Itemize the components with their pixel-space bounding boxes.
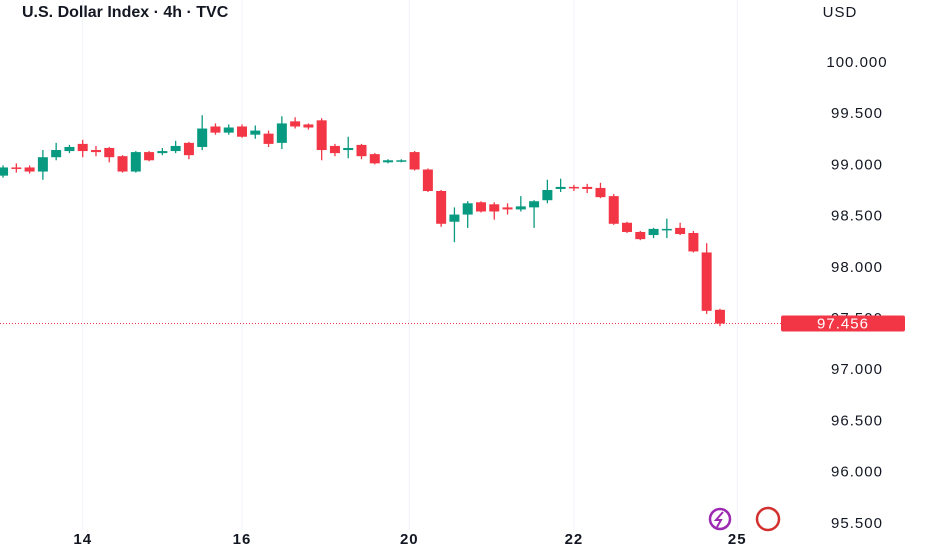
candle-body	[276, 123, 287, 143]
candle-body	[595, 187, 606, 198]
candle-body	[542, 189, 553, 201]
candle-body	[250, 130, 261, 135]
candle-body	[183, 142, 194, 156]
candle-body	[37, 157, 48, 172]
candle-body	[475, 202, 486, 212]
x-tick-label: 16	[233, 531, 252, 548]
candle-body	[515, 206, 526, 210]
candle-body	[635, 231, 646, 240]
last-price-label: 97.456	[817, 315, 869, 332]
candle-body	[648, 228, 659, 236]
candle-body	[356, 144, 367, 157]
candle-body	[64, 146, 75, 152]
candle-body	[714, 309, 725, 324]
candle-body	[144, 152, 155, 161]
candle-body	[608, 196, 619, 224]
logo-icons	[708, 506, 781, 532]
candle-body	[582, 186, 593, 189]
candle-body	[555, 186, 566, 189]
y-tick-label: 98.500	[831, 208, 883, 225]
candle-body	[104, 147, 115, 158]
grid	[82, 0, 738, 530]
candle-body	[502, 207, 513, 210]
candle-body	[90, 150, 101, 153]
candle-body	[223, 127, 234, 133]
x-tick-label: 14	[73, 531, 92, 548]
chart-title: U.S. Dollar Index · 4h · TVC	[22, 4, 229, 21]
candle-body	[489, 204, 500, 212]
y-tick-label: 99.000	[831, 156, 883, 173]
y-tick-label: 96.500	[831, 412, 883, 429]
candle-body	[462, 203, 473, 215]
y-tick-label: 98.000	[831, 259, 883, 276]
candle-body	[210, 126, 221, 133]
candle-body	[157, 151, 168, 154]
candle-body	[675, 227, 686, 235]
candle-body	[661, 228, 672, 231]
candle-body	[117, 156, 128, 172]
icon	[755, 506, 781, 532]
candle-body	[688, 232, 699, 252]
candle-body	[343, 147, 354, 151]
candle-body	[130, 152, 141, 172]
x-tick-label: 20	[400, 531, 419, 548]
candle-body	[396, 160, 407, 162]
x-tick-label: 22	[565, 531, 584, 548]
candle-body	[568, 186, 579, 189]
candle-body	[170, 145, 181, 152]
candle-body	[51, 150, 62, 158]
x-axis: 14 16 20 22 25	[73, 531, 747, 548]
candle-body	[316, 120, 327, 151]
candle-body	[263, 133, 274, 144]
x-tick-label: 25	[728, 531, 747, 548]
candle-body	[436, 191, 447, 224]
candle-body	[24, 167, 35, 172]
candle-body	[290, 121, 301, 127]
last-price-box	[781, 315, 905, 332]
y-tick-label: 95.500	[831, 515, 883, 532]
icon	[708, 507, 732, 531]
y-axis: 95.50096.00096.50097.00097.50098.00098.5…	[826, 54, 887, 532]
y-tick-label: 97.000	[831, 361, 883, 378]
candle-body	[409, 152, 420, 170]
candle-body	[422, 169, 433, 192]
currency-label: USD	[823, 4, 858, 21]
candle-body	[237, 126, 248, 137]
candle-body	[449, 214, 460, 222]
candle-body	[11, 167, 22, 169]
candle-body	[369, 154, 380, 164]
candle-body	[701, 252, 712, 311]
candle-body	[197, 128, 208, 147]
candle-body	[383, 160, 394, 163]
candles	[0, 115, 725, 327]
y-tick-label: 96.000	[831, 464, 883, 481]
y-tick-label: 100.000	[826, 54, 887, 71]
candle-body	[77, 143, 88, 152]
price-tag: 97.456	[0, 315, 905, 332]
icon	[713, 511, 724, 528]
candle-body	[0, 167, 9, 176]
y-tick-label: 99.500	[831, 105, 883, 122]
candle-body	[329, 145, 340, 154]
candle-body	[303, 124, 314, 128]
candle-body	[622, 222, 633, 232]
candle-body	[529, 201, 540, 208]
